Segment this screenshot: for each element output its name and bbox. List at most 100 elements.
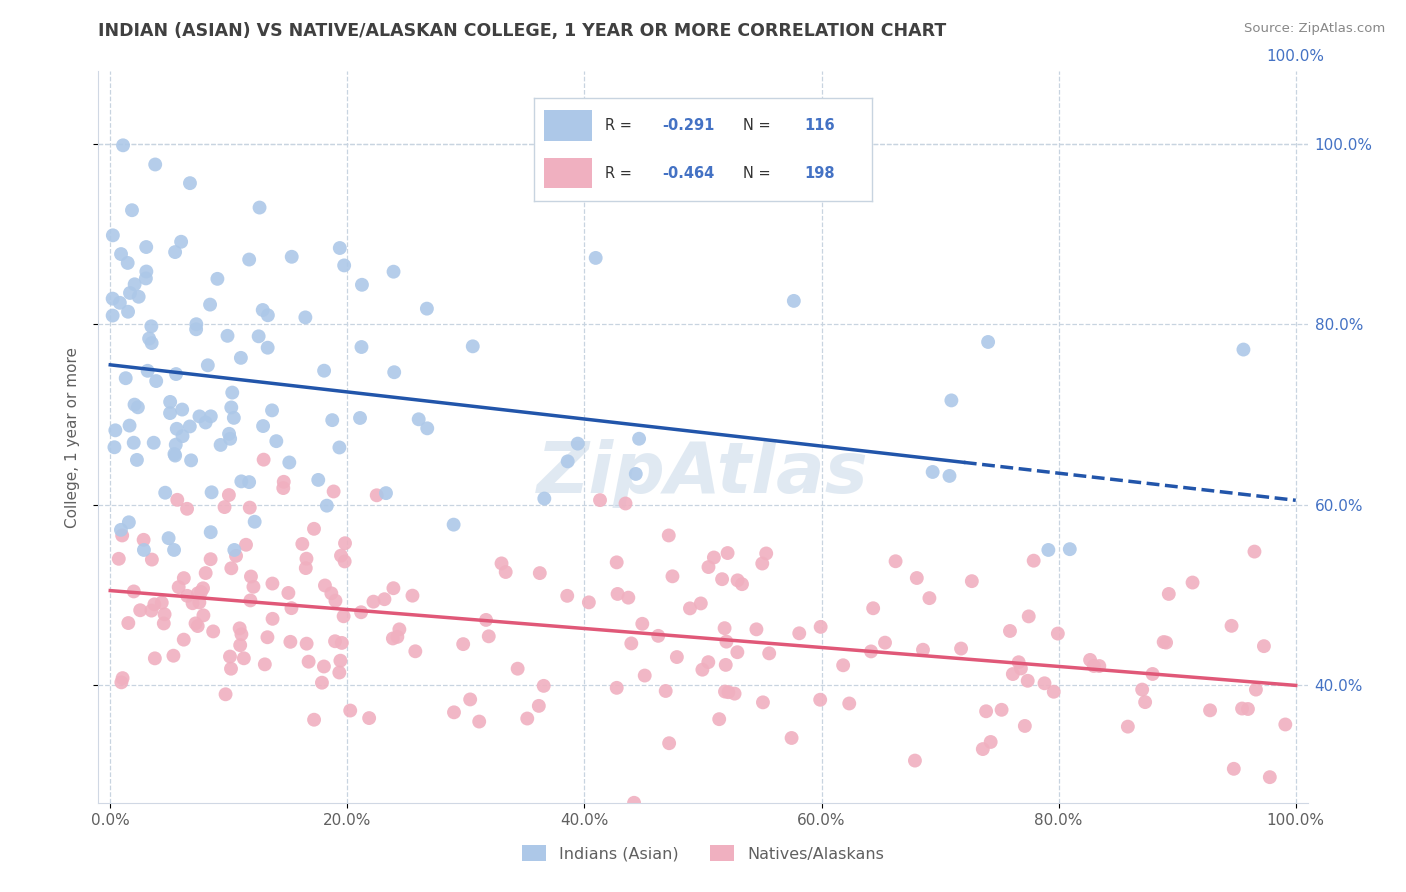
Point [451,637,474,651]
Point [533,679,555,693]
Point [200,409,222,424]
Point [557,454,579,468]
Point [780,731,803,745]
Point [152,616,174,631]
Point [312,659,335,673]
Point [382,365,405,379]
Point [209,438,232,452]
Text: Source: ZipAtlas.com: Source: ZipAtlas.com [1244,22,1385,36]
Point [529,566,551,580]
Point [1116,720,1139,734]
Point [697,655,720,669]
Point [170,235,193,249]
Point [176,501,198,516]
Point [533,491,555,506]
Point [628,432,651,446]
Point [443,706,465,720]
Point [101,309,124,323]
Point [1258,770,1281,784]
Point [124,277,146,292]
Point [295,637,318,651]
Point [239,500,262,515]
Point [478,629,501,643]
Point [408,412,430,426]
Point [121,203,143,218]
Point [322,484,344,499]
Point [297,655,319,669]
Legend: Indians (Asian), Natives/Alaskans: Indians (Asian), Natives/Alaskans [516,838,890,868]
Point [1230,701,1253,715]
Point [714,657,737,672]
Point [755,546,778,560]
Point [709,712,731,726]
Point [1243,544,1265,558]
Point [165,245,187,260]
Point [302,713,325,727]
Point [333,536,356,550]
Point [904,754,927,768]
Point [620,636,643,650]
Point [273,475,295,489]
Text: N =: N = [744,166,770,180]
Point [1017,673,1039,688]
Point [200,485,222,500]
Point [1220,619,1243,633]
Point [359,711,381,725]
Point [173,571,195,585]
Point [184,322,207,336]
Point [634,668,657,682]
Point [382,581,405,595]
Point [117,304,139,318]
Point [329,654,352,668]
Point [256,341,278,355]
Point [129,603,152,617]
Point [1018,609,1040,624]
Point [295,551,318,566]
Point [114,371,136,385]
Point [387,630,409,644]
Point [153,607,176,622]
Point [197,359,219,373]
Point [333,554,356,568]
Point [388,623,411,637]
Point [239,593,262,607]
Point [118,418,141,433]
Point [253,452,276,467]
Text: R =: R = [605,166,633,180]
Point [190,585,212,599]
Point [278,455,301,469]
Point [125,453,148,467]
Point [938,469,960,483]
Point [323,634,346,648]
Point [617,591,640,605]
Point [157,531,180,545]
Point [186,317,208,331]
Point [381,632,404,646]
Point [787,626,810,640]
Point [1046,626,1069,640]
Point [810,620,832,634]
Point [257,308,280,322]
Point [416,301,439,316]
Point [218,488,240,502]
Point [697,560,720,574]
Point [1008,655,1031,669]
Point [108,295,131,310]
Text: 198: 198 [804,166,835,180]
Point [980,735,1002,749]
Point [219,662,242,676]
Point [117,256,139,270]
Point [200,552,222,566]
Point [921,465,943,479]
Point [118,516,141,530]
Point [135,264,157,278]
Point [555,589,578,603]
Point [873,635,896,649]
Point [624,467,647,481]
Text: 116: 116 [804,119,835,133]
Point [162,648,184,663]
Point [172,402,194,417]
Point [101,292,124,306]
Point [716,546,738,560]
Point [363,594,385,608]
